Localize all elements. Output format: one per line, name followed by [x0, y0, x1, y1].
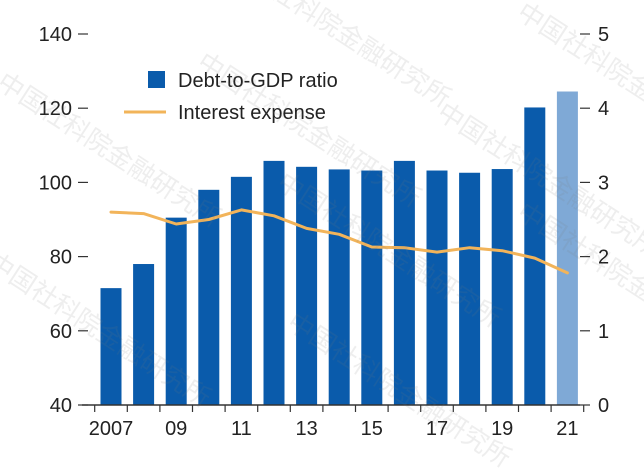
bar-2007 [101, 288, 122, 405]
legend-label-interest: Interest expense [178, 102, 326, 124]
right-tick-label: 2 [598, 247, 609, 269]
left-tick-label: 120 [39, 98, 72, 120]
legend-label-debt: Debt-to-GDP ratio [178, 70, 338, 92]
debt-bars [101, 92, 578, 405]
x-tick-label: 09 [165, 418, 187, 440]
x-tick-label: 17 [426, 418, 448, 440]
right-tick-label: 4 [598, 98, 609, 120]
bar-08 [133, 264, 154, 405]
bar-15 [361, 171, 382, 405]
right-tick-label: 1 [598, 321, 609, 343]
x-tick-label: 13 [295, 418, 317, 440]
right-tick-label: 0 [598, 395, 609, 417]
x-axis: 2007 09 11 13 15 17 19 21 [82, 405, 584, 440]
bar-17 [427, 171, 448, 405]
x-tick-label: 21 [556, 418, 578, 440]
legend-swatch-debt [148, 71, 165, 88]
legend: Debt-to-GDP ratio Interest expense [124, 70, 338, 124]
bar-12 [264, 161, 285, 405]
left-tick-label: 60 [50, 321, 72, 343]
bar-14 [329, 169, 350, 405]
bar-10 [198, 190, 219, 405]
bar-18 [459, 173, 480, 405]
left-tick-label: 80 [50, 247, 72, 269]
bar-19 [492, 169, 513, 405]
right-tick-label: 5 [598, 24, 609, 46]
x-tick-label: 2007 [89, 418, 134, 440]
right-tick-label: 3 [598, 172, 609, 194]
bar-09 [166, 218, 187, 405]
left-tick-label: 100 [39, 172, 72, 194]
bar-13 [296, 167, 317, 405]
x-tick-label: 19 [491, 418, 513, 440]
left-tick-label: 40 [50, 395, 72, 417]
left-tick-label: 140 [39, 24, 72, 46]
right-axis: 0 1 2 3 4 5 [580, 24, 609, 417]
x-tick-label: 15 [361, 418, 383, 440]
x-tick-label: 11 [231, 418, 252, 440]
bar-21 [557, 92, 578, 405]
left-axis: 40 60 80 100 120 140 [39, 24, 88, 417]
bar-16 [394, 161, 415, 405]
